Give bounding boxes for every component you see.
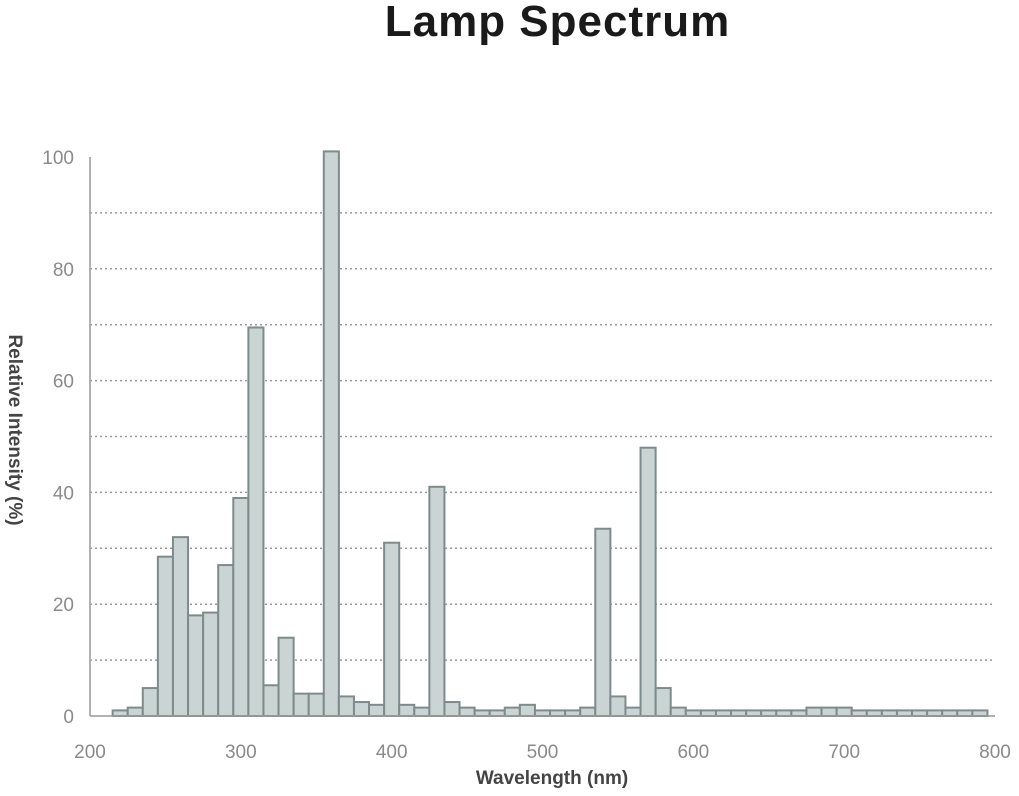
bar xyxy=(624,706,642,717)
bar xyxy=(579,706,597,717)
bar xyxy=(594,527,612,717)
bar xyxy=(337,695,355,717)
bar xyxy=(277,636,295,717)
bar xyxy=(171,536,190,717)
tick-layer: 0 20 40 60 80 100 200 300 400 500 600 700 800 xyxy=(42,148,1011,763)
bar xyxy=(805,706,823,717)
chart-title: Lamp Spectrum xyxy=(384,0,731,46)
bar xyxy=(247,326,265,717)
bar xyxy=(217,564,235,717)
bar-layer xyxy=(111,150,989,718)
x-tick-label: 800 xyxy=(979,742,1011,763)
bar xyxy=(368,703,386,718)
bar xyxy=(292,692,310,718)
bar xyxy=(865,709,883,717)
bar xyxy=(790,709,808,717)
bar xyxy=(714,709,733,717)
x-axis-label: Wavelength (nm) xyxy=(475,768,629,789)
bar xyxy=(458,706,476,717)
bar xyxy=(503,706,521,717)
bar xyxy=(956,709,974,717)
bar xyxy=(156,555,174,717)
bar xyxy=(518,703,536,718)
x-tick-label: 500 xyxy=(527,742,559,763)
bar xyxy=(473,709,491,717)
bar xyxy=(820,706,838,717)
bar xyxy=(413,706,431,717)
y-tick-label: 60 xyxy=(53,372,74,393)
bar xyxy=(262,684,280,718)
x-tick-label: 600 xyxy=(677,742,709,763)
axis-layer xyxy=(89,157,995,717)
x-tick-label: 200 xyxy=(74,742,106,763)
bar xyxy=(609,695,627,717)
bar xyxy=(775,709,793,717)
y-tick-label: 0 xyxy=(63,707,74,728)
bar xyxy=(141,687,159,717)
bar xyxy=(428,485,446,717)
bar xyxy=(926,709,944,717)
bar xyxy=(880,709,898,717)
bar xyxy=(111,709,129,717)
bar xyxy=(202,611,220,718)
bar xyxy=(941,709,959,717)
bar xyxy=(850,709,868,717)
y-tick-label: 80 xyxy=(53,260,74,281)
bar xyxy=(398,703,416,718)
bar xyxy=(232,496,250,717)
bar xyxy=(745,709,763,717)
bar xyxy=(684,709,702,717)
bar xyxy=(835,706,853,717)
bar xyxy=(352,701,371,718)
bar xyxy=(126,706,144,717)
bar xyxy=(760,709,778,717)
bar xyxy=(533,709,552,717)
bar xyxy=(639,446,657,717)
bar xyxy=(895,709,914,717)
bar xyxy=(699,709,717,717)
bar xyxy=(669,706,687,717)
y-tick-label: 20 xyxy=(53,595,74,616)
bar xyxy=(730,709,748,717)
bar xyxy=(322,150,340,718)
y-tick-label: 40 xyxy=(53,483,74,504)
bar xyxy=(549,709,567,717)
bar xyxy=(307,692,325,718)
bar xyxy=(488,709,506,717)
bar xyxy=(971,709,989,717)
bar xyxy=(443,701,461,718)
x-tick-label: 300 xyxy=(225,742,257,763)
y-tick-label: 100 xyxy=(42,148,74,169)
bar xyxy=(383,541,401,718)
bar xyxy=(654,687,672,717)
bar xyxy=(564,709,582,717)
bar xyxy=(187,614,205,718)
x-tick-label: 700 xyxy=(828,742,860,763)
bar xyxy=(911,709,929,717)
x-tick-label: 400 xyxy=(376,742,408,763)
